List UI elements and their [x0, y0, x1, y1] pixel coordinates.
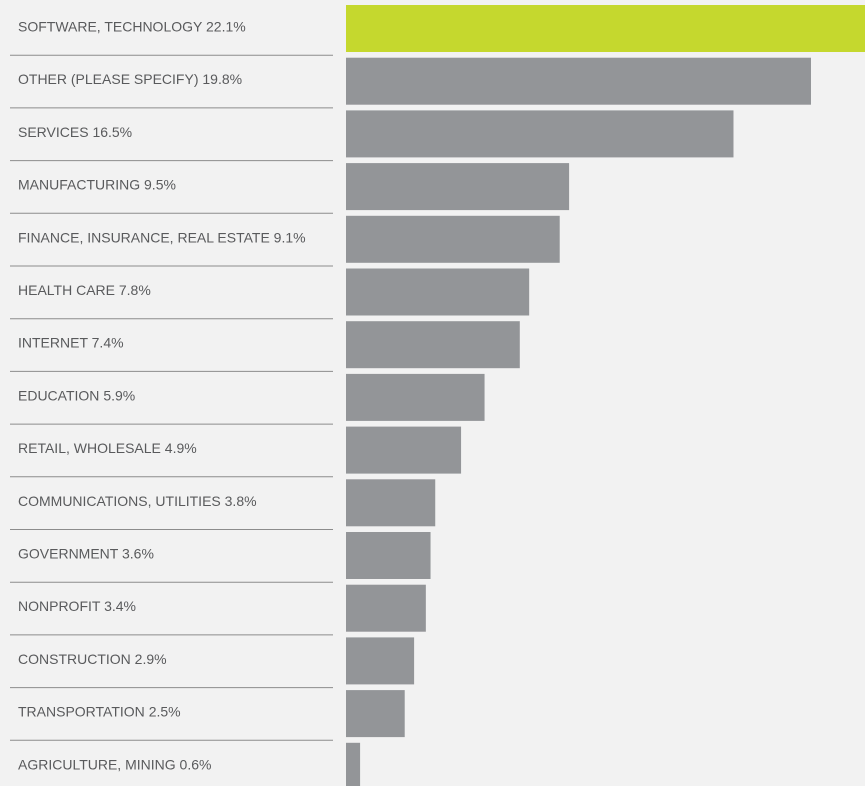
bar-label: SOFTWARE, TECHNOLOGY 22.1% [18, 18, 246, 34]
value-label: 5.9% [103, 387, 135, 403]
bar-label: NONPROFIT 3.4% [18, 598, 136, 614]
value-label: 19.8% [202, 71, 242, 87]
bar-label: EDUCATION 5.9% [18, 387, 135, 403]
value-label: 16.5% [92, 124, 132, 140]
value-label: 7.4% [92, 334, 124, 350]
category-name: SERVICES [18, 124, 89, 140]
bar [346, 268, 530, 316]
bar-label: FINANCE, INSURANCE, REAL ESTATE 9.1% [18, 229, 306, 245]
category-name: EDUCATION [18, 387, 99, 403]
bar-label: INTERNET 7.4% [18, 334, 124, 350]
bar-label: MANUFACTURING 9.5% [18, 176, 176, 192]
bar [346, 57, 811, 105]
bar [346, 110, 734, 158]
bar-label: CONSTRUCTION 2.9% [18, 651, 167, 667]
bar-label: GOVERNMENT 3.6% [18, 545, 154, 561]
bar-label: OTHER (PLEASE SPECIFY) 19.8% [18, 71, 242, 87]
bar-label: HEALTH CARE 7.8% [18, 282, 151, 298]
value-label: 7.8% [119, 282, 151, 298]
bar [346, 690, 405, 738]
category-name: AGRICULTURE, MINING [18, 756, 176, 772]
value-label: 3.8% [225, 493, 257, 509]
bar-label: AGRICULTURE, MINING 0.6% [18, 756, 211, 772]
bar [346, 637, 415, 685]
bar [346, 163, 570, 211]
value-label: 3.6% [122, 545, 154, 561]
category-name: CONSTRUCTION [18, 651, 131, 667]
category-name: TRANSPORTATION [18, 703, 145, 719]
bar [346, 742, 361, 786]
value-label: 9.5% [144, 176, 176, 192]
bar [346, 584, 426, 632]
bar-label: COMMUNICATIONS, UTILITIES 3.8% [18, 493, 257, 509]
value-label: 2.5% [149, 703, 181, 719]
category-name: COMMUNICATIONS, UTILITIES [18, 493, 221, 509]
category-name: SOFTWARE, TECHNOLOGY [18, 18, 203, 34]
bar [346, 426, 462, 474]
value-label: 0.6% [180, 756, 212, 772]
category-name: NONPROFIT [18, 598, 101, 614]
value-label: 22.1% [206, 18, 246, 34]
value-label: 2.9% [135, 651, 167, 667]
category-name: FINANCE, INSURANCE, REAL ESTATE [18, 229, 270, 245]
bar [346, 479, 436, 527]
bar [346, 532, 431, 579]
category-name: RETAIL, WHOLESALE [18, 440, 161, 456]
category-name: OTHER (PLEASE SPECIFY) [18, 71, 198, 87]
bar-label: TRANSPORTATION 2.5% [18, 703, 181, 719]
bar-label: SERVICES 16.5% [18, 124, 132, 140]
value-label: 3.4% [104, 598, 136, 614]
category-name: INTERNET [18, 334, 88, 350]
category-name: GOVERNMENT [18, 545, 119, 561]
bar [346, 373, 485, 421]
bar [346, 5, 865, 52]
bar [346, 321, 520, 369]
value-label: 4.9% [165, 440, 197, 456]
category-name: HEALTH CARE [18, 282, 115, 298]
category-name: MANUFACTURING [18, 176, 140, 192]
value-label: 9.1% [274, 229, 306, 245]
bar [346, 215, 560, 263]
bar-label: RETAIL, WHOLESALE 4.9% [18, 440, 197, 456]
